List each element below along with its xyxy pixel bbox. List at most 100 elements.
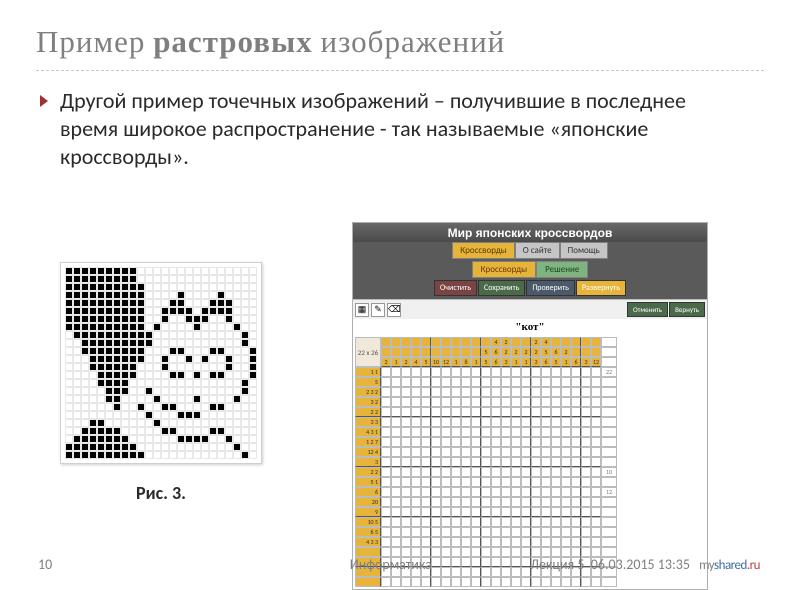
- jpcross-cell[interactable]: [421, 437, 431, 447]
- jpcross-cell[interactable]: [551, 427, 561, 437]
- jpcross-cell[interactable]: [401, 497, 411, 507]
- jpcross-cell[interactable]: [381, 447, 391, 457]
- jpcross-cell[interactable]: [461, 457, 471, 467]
- jpcross-cell[interactable]: [391, 507, 401, 517]
- jpcross-cell[interactable]: [591, 407, 601, 417]
- jpcross-cell[interactable]: [561, 387, 571, 397]
- jpcross-cell[interactable]: [591, 517, 601, 527]
- jpcross-cell[interactable]: [591, 377, 601, 387]
- jpcross-cell[interactable]: [521, 407, 531, 417]
- jpcross-cell[interactable]: [441, 457, 451, 467]
- jpcross-cell[interactable]: [481, 447, 491, 457]
- jpcross-cell[interactable]: [481, 477, 491, 487]
- jpcross-cell[interactable]: [581, 447, 591, 457]
- jpcross-cell[interactable]: [471, 467, 481, 477]
- jpcross-cell[interactable]: [541, 517, 551, 527]
- jpcross-cell[interactable]: [571, 427, 581, 437]
- jpcross-cell[interactable]: [471, 457, 481, 467]
- jpcross-cell[interactable]: [421, 377, 431, 387]
- jpcross-cell[interactable]: [401, 367, 411, 377]
- jpcross-cell[interactable]: [431, 507, 441, 517]
- jpcross-cell[interactable]: [591, 417, 601, 427]
- jpcross-cell[interactable]: [561, 537, 571, 547]
- jpcross-cell[interactable]: [491, 487, 501, 497]
- jpcross-cell[interactable]: [461, 427, 471, 437]
- jpcross-cell[interactable]: [471, 397, 481, 407]
- jpcross-cell[interactable]: [581, 367, 591, 377]
- jpcross-cell[interactable]: [591, 527, 601, 537]
- jpcross-cell[interactable]: [381, 467, 391, 477]
- jpcross-cell[interactable]: [381, 427, 391, 437]
- jpcross-cell[interactable]: [381, 537, 391, 547]
- jpcross-cell[interactable]: [431, 407, 441, 417]
- jpcross-cell[interactable]: [401, 377, 411, 387]
- jpcross-cell[interactable]: [391, 467, 401, 477]
- jpcross-cell[interactable]: [521, 397, 531, 407]
- jpcross-cell[interactable]: [411, 517, 421, 527]
- jpcross-cell[interactable]: [571, 477, 581, 487]
- jpcross-cell[interactable]: [501, 457, 511, 467]
- jpcross-cell[interactable]: [501, 387, 511, 397]
- jpcross-cell[interactable]: [521, 437, 531, 447]
- jpcross-cell[interactable]: [521, 507, 531, 517]
- jpcross-cell[interactable]: [521, 477, 531, 487]
- jpcross-cell[interactable]: [571, 507, 581, 517]
- jpcross-cell[interactable]: [561, 367, 571, 377]
- jpcross-cell[interactable]: [401, 437, 411, 447]
- jpcross-cell[interactable]: [511, 467, 521, 477]
- jpcross-cell[interactable]: [411, 387, 421, 397]
- jpcross-cell[interactable]: [581, 407, 591, 417]
- jpcross-cell[interactable]: [571, 407, 581, 417]
- jpcross-cell[interactable]: [431, 487, 441, 497]
- jpcross-cell[interactable]: [501, 477, 511, 487]
- jpcross-cell[interactable]: [591, 467, 601, 477]
- jpcross-cell[interactable]: [501, 517, 511, 527]
- jpcross-cell[interactable]: [421, 367, 431, 377]
- jpcross-cell[interactable]: [461, 487, 471, 497]
- jpcross-cell[interactable]: [571, 387, 581, 397]
- jpcross-cell[interactable]: [391, 517, 401, 527]
- jpcross-cell[interactable]: [381, 507, 391, 517]
- jpcross-cell[interactable]: [511, 447, 521, 457]
- jpcross-cell[interactable]: [501, 377, 511, 387]
- jpcross-cell[interactable]: [551, 477, 561, 487]
- jpcross-cell[interactable]: [421, 487, 431, 497]
- jpcross-cell[interactable]: [411, 397, 421, 407]
- jpcross-cell[interactable]: [481, 397, 491, 407]
- jpcross-subtab[interactable]: Решение: [536, 261, 588, 278]
- jpcross-cell[interactable]: [491, 457, 501, 467]
- jpcross-cell[interactable]: [491, 437, 501, 447]
- jpcross-cell[interactable]: [471, 437, 481, 447]
- jpcross-cell[interactable]: [461, 367, 471, 377]
- jpcross-cell[interactable]: [461, 467, 471, 477]
- jpcross-cell[interactable]: [491, 507, 501, 517]
- jpcross-cell[interactable]: [471, 517, 481, 527]
- jpcross-cell[interactable]: [431, 447, 441, 457]
- jpcross-cell[interactable]: [471, 407, 481, 417]
- jpcross-cell[interactable]: [461, 477, 471, 487]
- jpcross-cell[interactable]: [481, 387, 491, 397]
- jpcross-cell[interactable]: [581, 467, 591, 477]
- jpcross-cell[interactable]: [391, 527, 401, 537]
- jpcross-cell[interactable]: [551, 397, 561, 407]
- jpcross-cell[interactable]: [381, 517, 391, 527]
- jpcross-cell[interactable]: [511, 437, 521, 447]
- jpcross-cell[interactable]: [531, 437, 541, 447]
- jpcross-cell[interactable]: [451, 417, 461, 427]
- jpcross-cell[interactable]: [451, 437, 461, 447]
- jpcross-cell[interactable]: [481, 417, 491, 427]
- jpcross-cell[interactable]: [591, 507, 601, 517]
- jpcross-cell[interactable]: [431, 527, 441, 537]
- jpcross-cell[interactable]: [471, 507, 481, 517]
- jpcross-cell[interactable]: [411, 407, 421, 417]
- jpcross-cell[interactable]: [541, 467, 551, 477]
- jpcross-cell[interactable]: [451, 447, 461, 457]
- jpcross-cell[interactable]: [451, 487, 461, 497]
- jpcross-cell[interactable]: [531, 427, 541, 437]
- jpcross-cell[interactable]: [581, 507, 591, 517]
- jpcross-cell[interactable]: [381, 367, 391, 377]
- jpcross-cell[interactable]: [421, 497, 431, 507]
- jpcross-cell[interactable]: [431, 387, 441, 397]
- jpcross-cell[interactable]: [571, 537, 581, 547]
- jpcross-cell[interactable]: [541, 487, 551, 497]
